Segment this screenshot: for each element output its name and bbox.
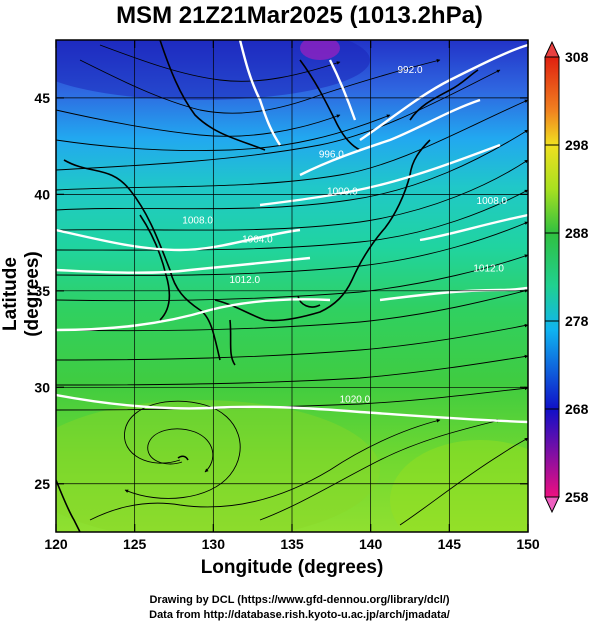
isobar-label: 996.0: [319, 150, 344, 161]
colorbar-tick-label: 288: [565, 225, 589, 241]
gridlines: [56, 40, 528, 532]
isobar-label: 1020.0: [340, 395, 371, 406]
x-tick-label: 120: [44, 536, 68, 552]
isobar-label: 1008.0: [477, 196, 508, 207]
isobar-labels: 992.0 996.0 1000.0 1004.0 1008.0 1008.0 1012.0…: [182, 65, 507, 406]
x-tick-label: 125: [123, 536, 147, 552]
y-tick-label: 40: [34, 186, 50, 202]
x-axis-label: Longitude (degrees): [200, 557, 384, 578]
isobar-label: 1000.0: [327, 186, 358, 197]
warm-region-east: [390, 440, 528, 532]
warm-region: [56, 400, 380, 532]
map-title: MSM 21Z21Mar2025 (1013.2hPa): [116, 2, 483, 29]
colorbar-strip: [544, 56, 560, 498]
y-axis-label: Latitude (degrees): [0, 251, 43, 337]
y-tick-label: 45: [34, 90, 50, 106]
colorbar-ticks: 308 298 288 278 268 258: [545, 49, 589, 505]
colorbar-tick-label: 278: [565, 313, 589, 329]
colorbar-tick-label: 268: [565, 401, 589, 417]
colorbar-tick-label: 258: [565, 489, 589, 505]
x-tick-label: 140: [359, 536, 383, 552]
x-tick-label: 145: [438, 536, 462, 552]
isobar-label: 1008.0: [182, 215, 213, 226]
x-axis: 120 125 130 135 140 145 150: [44, 40, 540, 552]
credit-data: Data from http://database.rish.kyoto-u.a…: [149, 609, 450, 621]
credit-drawing: Drawing by DCL (https://www.gfd-dennou.o…: [149, 594, 450, 606]
cold-core: [300, 40, 340, 60]
x-tick-label: 130: [202, 536, 226, 552]
y-tick-label: 30: [34, 379, 50, 395]
y-tick-label: 25: [34, 476, 50, 492]
colorbar-max-arrow: [544, 40, 560, 58]
x-tick-label: 135: [280, 536, 304, 552]
isobar-label: 1012.0: [473, 264, 504, 275]
isobar-label: 1012.0: [230, 275, 261, 286]
isobar-label: 992.0: [397, 65, 422, 76]
colorbar-tick-label: 308: [565, 49, 589, 65]
colorbar-min-arrow: [544, 496, 560, 514]
y-axis: 25 30 35 40 45: [34, 90, 528, 492]
x-tick-label: 150: [516, 536, 540, 552]
streamlines: [56, 44, 528, 526]
colorbar: 308 298 288 278 268 258: [544, 40, 589, 514]
isobar-label: 1004.0: [242, 235, 273, 246]
colorbar-tick-label: 298: [565, 137, 589, 153]
y-tick-label: 35: [34, 283, 50, 299]
